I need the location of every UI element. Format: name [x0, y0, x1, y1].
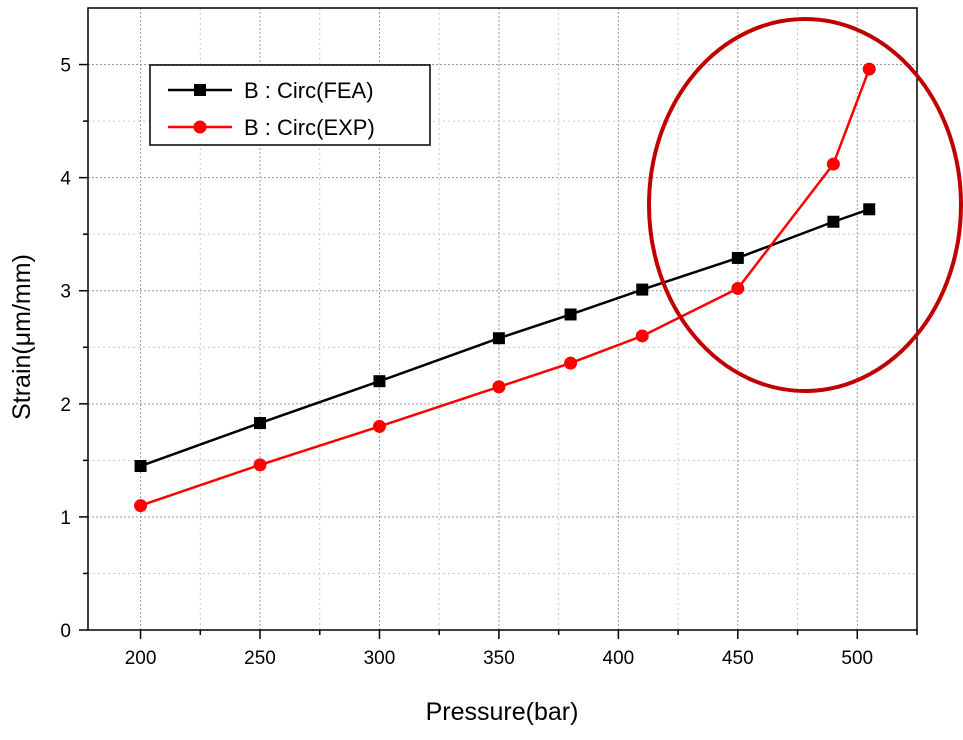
- legend-entry: B : Circ(EXP): [168, 115, 375, 140]
- data-point-circle: [826, 157, 840, 171]
- data-point-circle: [253, 458, 267, 472]
- x-tick-label: 450: [722, 648, 754, 669]
- y-tick-label: 2: [60, 395, 71, 416]
- data-point-square: [636, 283, 649, 296]
- y-axis-title: Strain(μm/mm): [8, 254, 36, 420]
- data-point-circle: [731, 281, 745, 295]
- legend-label: B : Circ(EXP): [244, 115, 375, 140]
- data-point-square: [194, 84, 206, 96]
- x-tick-label: 200: [125, 648, 157, 669]
- series: [134, 62, 876, 513]
- data-point-circle: [134, 499, 148, 513]
- data-point-square: [254, 417, 267, 430]
- annotation: [647, 17, 963, 393]
- y-tick-label: 5: [60, 56, 71, 77]
- y-tick-label: 3: [60, 282, 71, 303]
- data-point-square: [134, 460, 147, 473]
- data-point-square: [492, 332, 505, 345]
- axes: 200 250 300 350 400 450 500 0 1 2 3 4 5: [60, 56, 918, 669]
- data-point-square: [731, 251, 744, 264]
- legend-label: B : Circ(FEA): [244, 78, 374, 103]
- y-tick-label: 0: [60, 621, 71, 642]
- data-point-circle: [372, 419, 386, 433]
- y-tick-label: 4: [60, 169, 71, 190]
- plot-frame: [87, 7, 918, 631]
- legend: B : Circ(FEA) B : Circ(EXP): [149, 64, 431, 146]
- legend-entry: B : Circ(FEA): [168, 78, 374, 103]
- x-tick-label: 500: [841, 648, 873, 669]
- x-tick-label: 350: [483, 648, 515, 669]
- data-point-square: [863, 203, 876, 216]
- data-point-circle: [862, 62, 876, 76]
- data-point-square: [564, 308, 577, 321]
- data-point-circle: [492, 380, 506, 394]
- data-point-square: [827, 215, 840, 228]
- x-tick-label: 400: [603, 648, 635, 669]
- data-point-circle: [635, 329, 649, 343]
- data-point-circle: [193, 120, 207, 134]
- data-point-circle: [564, 356, 578, 370]
- highlight-ellipse: [647, 17, 963, 393]
- series-fea: [134, 203, 876, 473]
- y-tick-label: 1: [60, 508, 71, 529]
- x-tick-label: 300: [364, 648, 396, 669]
- series-exp: [134, 62, 876, 513]
- x-axis-title: Pressure(bar): [426, 698, 579, 726]
- x-tick-label: 250: [244, 648, 276, 669]
- data-point-square: [373, 375, 386, 388]
